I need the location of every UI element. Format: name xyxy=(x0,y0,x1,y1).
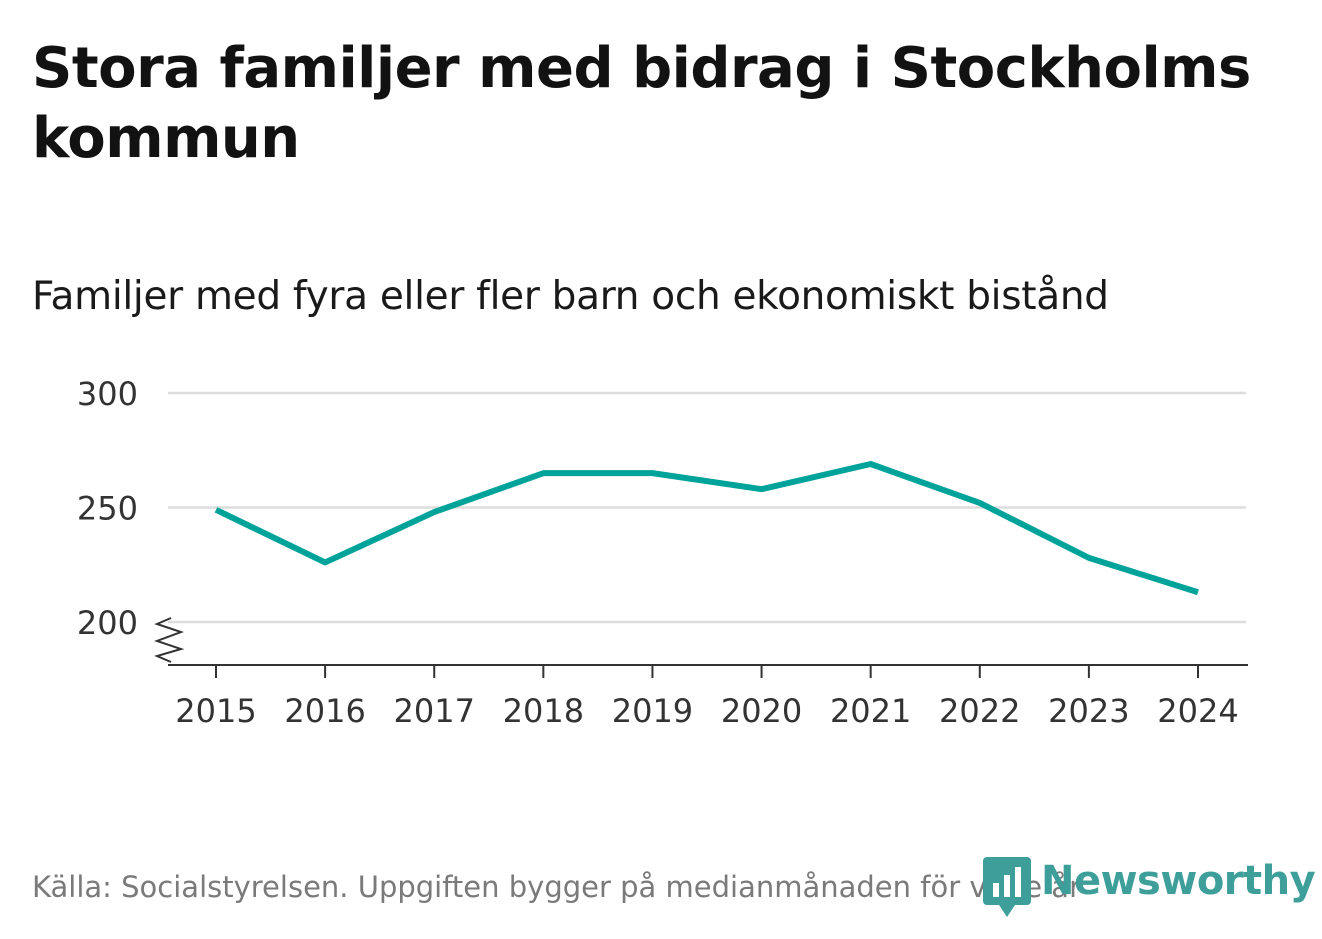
y-tick-label: 300 xyxy=(77,375,138,413)
x-tick-label: 2017 xyxy=(394,692,475,730)
x-tick-label: 2020 xyxy=(721,692,802,730)
x-tick-label: 2024 xyxy=(1157,692,1238,730)
x-tick-label: 2022 xyxy=(939,692,1020,730)
x-tick-label: 2023 xyxy=(1048,692,1129,730)
series-line-familjer xyxy=(214,460,1199,596)
x-tick-label: 2016 xyxy=(284,692,365,730)
source-note: Källa: Socialstyrelsen. Uppgiften bygger… xyxy=(32,870,1081,904)
y-tick-label: 250 xyxy=(77,490,138,528)
chart-title: Stora familjer med bidrag i Stockholms k… xyxy=(32,36,1251,171)
x-tick-label: 2021 xyxy=(830,692,911,730)
logo-icon xyxy=(983,857,1031,917)
logo-text: Newsworthy xyxy=(1041,858,1316,904)
newsworthy-logo: Newsworthy xyxy=(983,851,1316,917)
axis-break-icon xyxy=(154,617,185,663)
y-tick-label: 200 xyxy=(77,604,138,642)
x-tick-label: 2018 xyxy=(503,692,584,730)
y-axis-tick-labels: 200 250 300 xyxy=(77,375,138,642)
chart-subtitle: Familjer med fyra eller fler barn och ek… xyxy=(32,274,1109,319)
x-tick-label: 2015 xyxy=(175,692,256,730)
x-axis-tick-labels: 2015 2016 2017 2018 2019 2020 2021 2022 2023 2024 xyxy=(175,692,1238,730)
gridlines xyxy=(168,391,1246,624)
x-axis-ticks xyxy=(215,665,1199,678)
x-tick-label: 2019 xyxy=(612,692,693,730)
